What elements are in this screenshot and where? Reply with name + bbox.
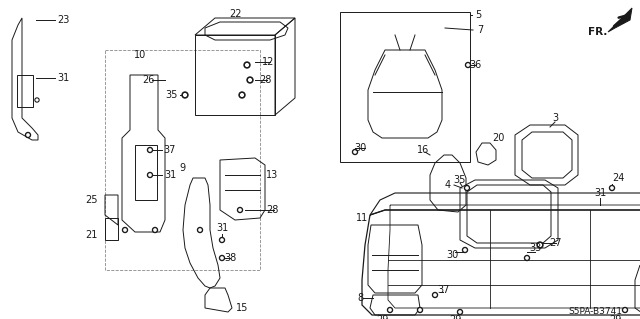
Circle shape <box>149 174 151 176</box>
Text: 21: 21 <box>85 230 97 240</box>
Circle shape <box>26 132 31 137</box>
Text: 37: 37 <box>164 145 176 155</box>
Text: 8: 8 <box>357 293 363 303</box>
Circle shape <box>537 242 543 248</box>
Circle shape <box>353 150 358 154</box>
Circle shape <box>124 229 126 231</box>
Text: 37: 37 <box>437 285 449 295</box>
Text: 13: 13 <box>266 170 278 180</box>
Circle shape <box>611 187 613 189</box>
Circle shape <box>249 79 252 81</box>
Circle shape <box>246 64 248 66</box>
Circle shape <box>433 293 438 298</box>
Bar <box>17 75 33 107</box>
Circle shape <box>147 147 152 152</box>
Text: 31: 31 <box>164 170 176 180</box>
Circle shape <box>623 308 627 313</box>
Text: 29: 29 <box>609 315 621 319</box>
Circle shape <box>27 134 29 136</box>
Text: 9: 9 <box>179 163 185 173</box>
Text: 28: 28 <box>259 75 271 85</box>
Circle shape <box>467 64 469 66</box>
Circle shape <box>624 309 626 311</box>
Circle shape <box>466 187 468 189</box>
Circle shape <box>239 92 245 98</box>
Text: 24: 24 <box>612 173 624 183</box>
Circle shape <box>247 77 253 83</box>
Bar <box>340 12 470 162</box>
Circle shape <box>237 207 243 212</box>
Text: 33: 33 <box>529 243 541 253</box>
Text: 12: 12 <box>262 57 274 67</box>
Text: 7: 7 <box>477 25 483 35</box>
Circle shape <box>539 244 541 246</box>
Text: 27: 27 <box>548 238 561 248</box>
Text: 25: 25 <box>84 195 97 205</box>
Circle shape <box>387 308 392 313</box>
Circle shape <box>35 98 39 102</box>
Text: 4: 4 <box>445 180 451 190</box>
Circle shape <box>244 62 250 68</box>
Bar <box>105 50 260 270</box>
Circle shape <box>149 149 151 151</box>
Polygon shape <box>608 8 632 32</box>
Circle shape <box>459 311 461 313</box>
Circle shape <box>152 227 157 233</box>
Circle shape <box>36 99 38 101</box>
Text: 29: 29 <box>376 315 388 319</box>
Text: 26: 26 <box>142 75 154 85</box>
Circle shape <box>417 308 422 313</box>
Text: 20: 20 <box>492 133 504 143</box>
Circle shape <box>184 94 186 96</box>
Bar <box>135 145 157 200</box>
Text: 16: 16 <box>417 145 429 155</box>
Text: 30: 30 <box>446 250 458 260</box>
Text: 3: 3 <box>552 113 558 123</box>
Circle shape <box>221 257 223 259</box>
Text: 15: 15 <box>236 303 248 313</box>
Circle shape <box>154 229 156 231</box>
Circle shape <box>220 238 225 242</box>
Text: 29: 29 <box>449 315 461 319</box>
Text: 38: 38 <box>224 253 236 263</box>
Circle shape <box>354 151 356 153</box>
Text: 35: 35 <box>166 90 178 100</box>
Text: FR.: FR. <box>588 27 608 37</box>
Circle shape <box>147 173 152 177</box>
Text: 23: 23 <box>57 15 69 25</box>
Text: 30: 30 <box>354 143 366 153</box>
Circle shape <box>239 209 241 211</box>
Circle shape <box>220 256 225 261</box>
Circle shape <box>434 294 436 296</box>
Circle shape <box>526 257 528 259</box>
Circle shape <box>389 309 391 311</box>
Text: S5PA-B3741: S5PA-B3741 <box>568 308 622 316</box>
Text: 5: 5 <box>475 10 481 20</box>
Circle shape <box>464 249 466 251</box>
Circle shape <box>221 239 223 241</box>
Text: 28: 28 <box>266 205 278 215</box>
Circle shape <box>609 186 614 190</box>
Text: 36: 36 <box>469 60 481 70</box>
Text: 31: 31 <box>594 188 606 198</box>
Circle shape <box>458 309 463 315</box>
Text: 31: 31 <box>216 223 228 233</box>
Text: 11: 11 <box>356 213 368 223</box>
Text: 22: 22 <box>228 9 241 19</box>
Circle shape <box>419 309 421 311</box>
Circle shape <box>525 256 529 261</box>
Circle shape <box>463 248 467 253</box>
Circle shape <box>182 92 188 98</box>
Circle shape <box>241 94 243 96</box>
Text: 31: 31 <box>57 73 69 83</box>
Text: 35: 35 <box>454 175 466 185</box>
Circle shape <box>465 186 470 190</box>
Circle shape <box>198 227 202 233</box>
Circle shape <box>122 227 127 233</box>
Circle shape <box>465 63 470 68</box>
Circle shape <box>199 229 201 231</box>
Text: 10: 10 <box>134 50 146 60</box>
